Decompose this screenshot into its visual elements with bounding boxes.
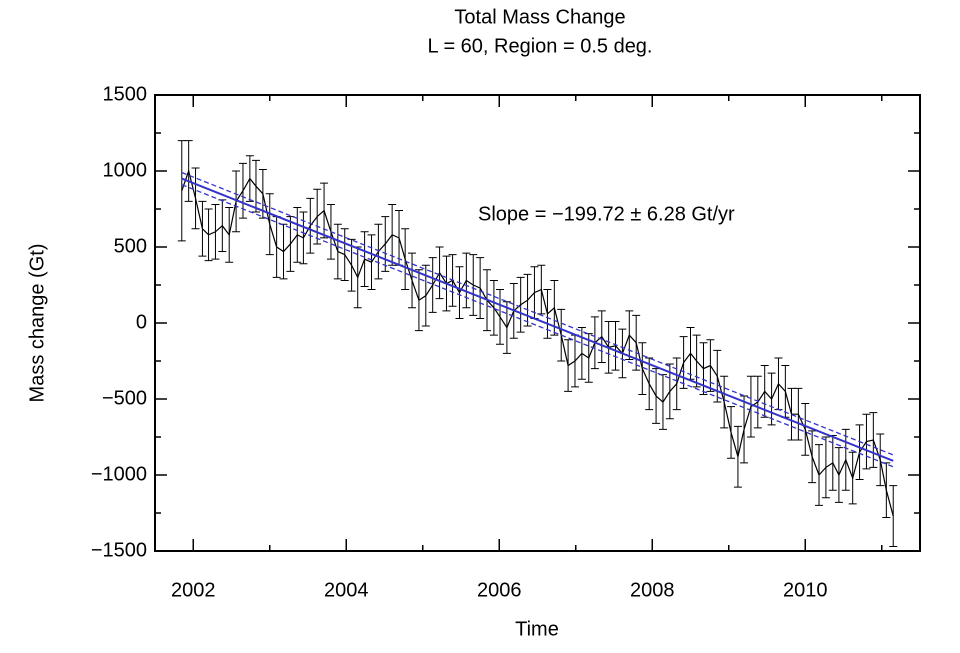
- error-bar: [889, 485, 898, 547]
- x-tick-label: 2004: [324, 579, 369, 601]
- plot-frame: [154, 94, 921, 552]
- x-tick-label: 2008: [630, 579, 675, 601]
- data-line: [181, 168, 894, 517]
- y-axis-label: Mass change (Gt): [26, 244, 48, 403]
- y-tick-label: 1500: [103, 83, 148, 105]
- y-tick-label: 1000: [103, 159, 148, 181]
- y-tick-label: 0: [136, 311, 147, 333]
- error-bar: [177, 140, 186, 242]
- y-tick-label: −500: [102, 387, 147, 409]
- y-tick-label: −1000: [91, 463, 147, 485]
- x-tick-label: 2006: [477, 579, 522, 601]
- x-tick-label: 2002: [171, 579, 216, 601]
- x-axis-label: Time: [515, 618, 559, 640]
- fit-bound: [181, 184, 894, 468]
- annotation: Slope = −199.72 ± 6.28 Gt/yr: [478, 203, 735, 225]
- fit-line: [181, 177, 894, 462]
- chart-subtitle: L = 60, Region = 0.5 deg.: [428, 35, 653, 57]
- x-tick-label: 2010: [783, 579, 828, 601]
- chart-title: Total Mass Change: [454, 6, 625, 28]
- y-tick-label: 500: [114, 235, 147, 257]
- y-tick-label: −1500: [91, 539, 147, 561]
